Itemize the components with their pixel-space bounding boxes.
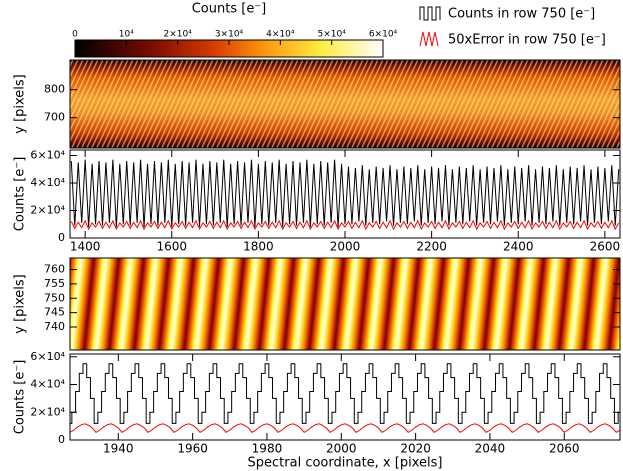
colorbar-tick-label: 3×10⁴ [215, 30, 244, 40]
y-tick-label: 4×10⁴ [30, 378, 65, 391]
series-line [70, 219, 620, 231]
series-line [69, 423, 621, 434]
x-tick-label: 1960 [177, 442, 208, 456]
y-tick-label: 800 [44, 83, 65, 96]
series-line [70, 159, 620, 228]
y-axis-label: y [pixels] [13, 74, 28, 134]
x-tick-label: 2400 [503, 240, 534, 254]
y-tick-label: 6×10⁴ [30, 350, 65, 363]
colorbar-tick-label: 6×10⁴ [369, 30, 398, 40]
plot-frame [69, 257, 621, 351]
x-tick-label: 2040 [475, 442, 506, 456]
x-tick-label: 2200 [416, 240, 447, 254]
y-axis-label: Counts [e⁻] [13, 360, 28, 435]
colorbar-label: Counts [e⁻] [192, 2, 267, 17]
x-tick-label: 1980 [252, 442, 283, 456]
x-tick-label: 1400 [70, 240, 101, 254]
colorbar-tick-label: 5×10⁴ [318, 30, 347, 40]
y-tick-label: 745 [44, 306, 65, 319]
colorbar-tick-label: 4×10⁴ [266, 30, 295, 40]
plot-frame [69, 59, 621, 149]
x-tick-label: 1940 [103, 442, 134, 456]
y-tick-label: 4×10⁴ [30, 176, 65, 189]
x-tick-label: 2060 [549, 442, 580, 456]
heatmap-stripes [70, 60, 620, 148]
x-tick-label: 1800 [243, 240, 274, 254]
legend-icon [419, 6, 441, 21]
y-tick-label: 2×10⁴ [30, 204, 65, 217]
colorbar-tick-label: 10⁴ [119, 30, 134, 40]
y-tick-label: 0 [58, 231, 65, 244]
plot-frame [69, 353, 621, 441]
x-tick-label: 2000 [326, 442, 357, 456]
legend-label: 50xError in row 750 [e⁻] [448, 33, 606, 48]
y-axis-label: Counts [e⁻] [13, 157, 28, 232]
y-tick-label: 700 [44, 111, 65, 124]
heatmap [70, 258, 620, 350]
x-tick-label: 1600 [156, 240, 187, 254]
x-tick-label: 2000 [330, 240, 361, 254]
series-line [70, 363, 620, 424]
y-tick-label: 740 [44, 320, 65, 333]
x-tick-label: 2600 [590, 240, 621, 254]
colorbar-tick-label: 2×10⁴ [164, 30, 193, 40]
legend-label: Counts in row 750 [e⁻] [448, 7, 595, 22]
legend-icon [419, 31, 439, 47]
y-axis-label: y [pixels] [13, 274, 28, 334]
y-tick-label: 0 [58, 433, 65, 446]
x-tick-label: 2020 [400, 442, 431, 456]
y-tick-label: 760 [44, 263, 65, 276]
y-tick-label: 2×10⁴ [30, 405, 65, 418]
y-tick-label: 755 [44, 277, 65, 290]
y-tick-label: 750 [44, 291, 65, 304]
y-tick-label: 6×10⁴ [30, 149, 65, 162]
x-axis-label: Spectral coordinate, x [pixels] [248, 456, 443, 471]
plot-frame [69, 149, 621, 239]
colorbar-tick-label: 0 [72, 30, 78, 40]
